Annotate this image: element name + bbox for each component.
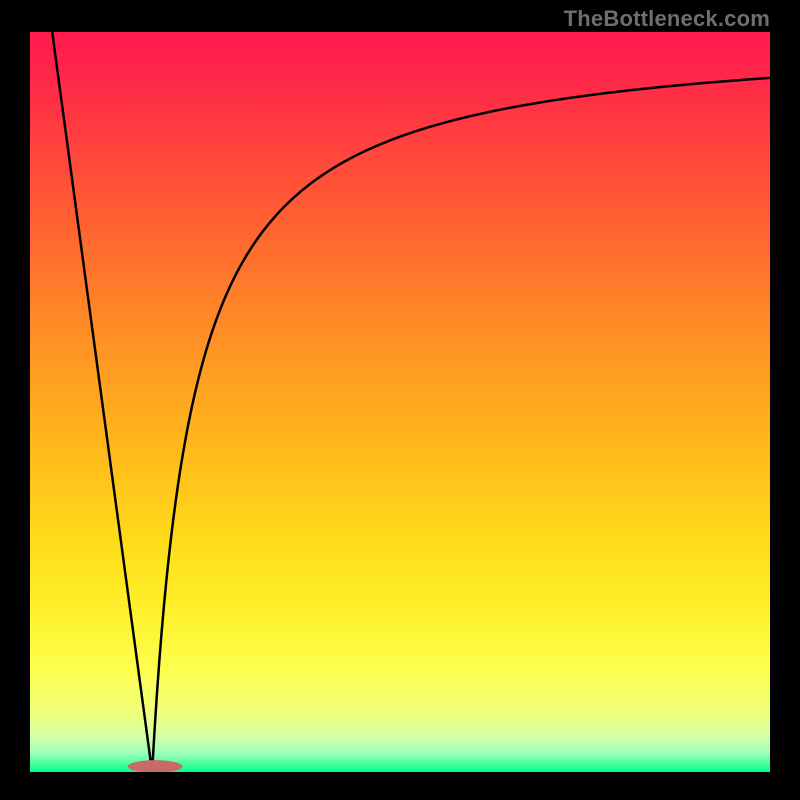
gradient-background — [30, 32, 770, 772]
bottleneck-chart — [30, 32, 770, 772]
chart-container: TheBottleneck.com — [0, 0, 800, 800]
watermark-text: TheBottleneck.com — [564, 6, 770, 32]
plot-area — [30, 32, 770, 772]
